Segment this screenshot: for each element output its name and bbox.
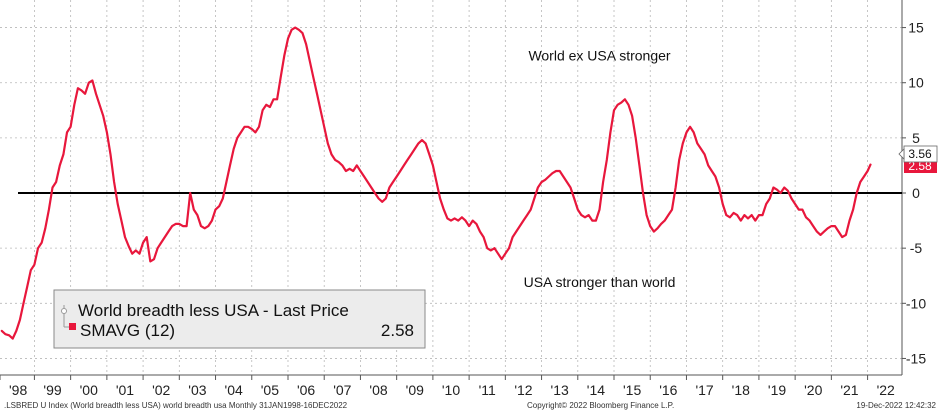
x-tick-label: '99 (43, 382, 61, 398)
x-tick-label: '14 (587, 382, 605, 398)
chart-annotation: USA stronger than world (524, 274, 676, 290)
x-tick-label: '10 (442, 382, 460, 398)
x-tick-label: '03 (188, 382, 206, 398)
series-line-smavg (0, 26, 872, 340)
x-tick-label: '18 (732, 382, 750, 398)
y-tick-label: 15 (908, 20, 924, 36)
y-tick-label: -15 (906, 350, 926, 366)
footer-source: .LSBRED U Index (World breadth less USA)… (4, 401, 348, 410)
legend-box (53, 289, 426, 349)
y-tick-label: 5 (912, 130, 920, 146)
y-tick-label: -5 (910, 240, 923, 256)
legend-last-price-label: World breadth less USA - Last Price (78, 301, 349, 320)
x-tick-label: '22 (877, 382, 895, 398)
legend-smavg-value: 2.58 (381, 321, 414, 340)
x-tick-label: '19 (768, 382, 786, 398)
x-tick-label: '07 (333, 382, 351, 398)
x-tick-label: '13 (551, 382, 569, 398)
x-tick-label: '98 (9, 382, 27, 398)
legend-smavg-swatch (69, 323, 76, 330)
x-tick-label: '09 (406, 382, 424, 398)
x-tick-layer: '98 '99 '00 '01 '02 '03 '04 '05 '06 '07 '08 '09 '10 '… (0, 375, 895, 398)
chart-annotation: World ex USA stronger (528, 48, 670, 64)
footer-timestamp: 19-Dec-2022 12:42:32 (856, 401, 936, 410)
series-layer (0, 26, 872, 340)
annotation-layer: World ex USA stronger USA stronger than w… (524, 48, 676, 290)
x-tick-label: '02 (152, 382, 170, 398)
axis-layer (0, 0, 903, 376)
x-tick-label: '12 (514, 382, 532, 398)
legend-smavg-label: SMAVG (12) (80, 321, 175, 340)
legend: World breadth less USA - Last Price SMAV… (53, 289, 426, 349)
x-tick-label: '06 (297, 382, 315, 398)
y-tick-label: -10 (906, 295, 926, 311)
x-tick-label: '05 (261, 382, 279, 398)
last-label-pointer (898, 148, 905, 160)
x-tick-label: '15 (623, 382, 641, 398)
footer: .LSBRED U Index (World breadth less USA)… (4, 401, 937, 410)
last-label-last-price-value: 3.56 (908, 147, 932, 161)
x-tick-label: '04 (225, 382, 243, 398)
x-tick-label: '00 (80, 382, 98, 398)
y-tick-layer: 15 10 5 0 -5 -10 -15 (902, 20, 926, 366)
x-tick-label: '17 (695, 382, 713, 398)
x-tick-label: '11 (479, 382, 496, 398)
last-label-smavg-value: 2.58 (908, 159, 932, 173)
x-tick-label: '08 (369, 382, 387, 398)
x-tick-label: '20 (804, 382, 822, 398)
footer-copyright: Copyright© 2022 Bloomberg Finance L.P. (527, 401, 674, 410)
x-tick-label: '01 (116, 382, 134, 398)
x-tick-label: '21 (840, 382, 858, 398)
y-tick-label: 10 (908, 75, 924, 91)
last-price-labels: 2.58 3.56 (898, 145, 938, 173)
legend-last-price-marker (61, 308, 67, 314)
x-tick-label: '16 (659, 382, 677, 398)
y-tick-label: 0 (912, 185, 920, 201)
